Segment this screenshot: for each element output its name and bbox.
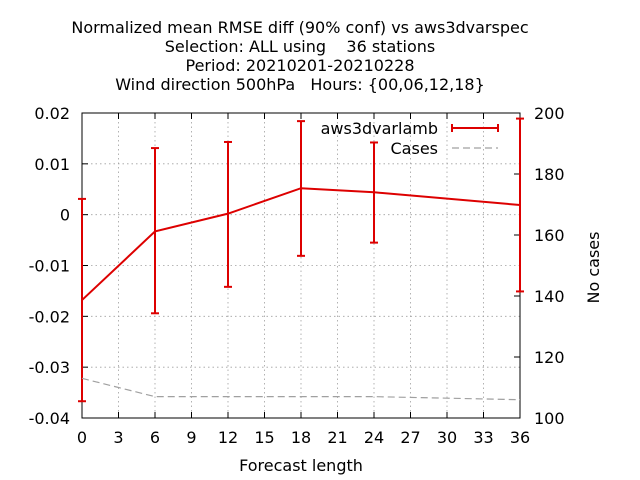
series-line-cases <box>81 377 521 401</box>
x-tick-label: 12 <box>218 428 238 447</box>
y2-tick-label: 100 <box>534 409 565 428</box>
series-line-aws3dvarlamb <box>81 187 521 301</box>
y-tick-label: -0.01 <box>29 257 70 276</box>
y2-tick-label: 200 <box>534 104 565 123</box>
y-tick-label: 0 <box>60 206 70 225</box>
y-tick-label: -0.02 <box>29 307 70 326</box>
y2-tick-label: 140 <box>534 287 565 306</box>
x-tick-label: 0 <box>77 428 87 447</box>
x-tick-label: 9 <box>186 428 196 447</box>
title-line: Period: 20210201-20210228 <box>185 56 414 75</box>
series-layer <box>78 117 524 403</box>
y2-tick-label: 120 <box>534 348 565 367</box>
legend-label: aws3dvarlamb <box>321 119 438 138</box>
y-axis: -0.04 -0.03 -0.02 -0.01 0 0.01 0.02 <box>29 104 88 428</box>
y-tick-label: -0.03 <box>29 358 70 377</box>
title-line: Selection: ALL using 36 stations <box>165 37 435 56</box>
title-line: Wind direction 500hPa Hours: {00,06,12,1… <box>115 75 485 94</box>
legend-label: Cases <box>391 139 439 158</box>
x-tick-label: 21 <box>327 428 347 447</box>
x-tick-label: 36 <box>510 428 530 447</box>
x-tick-label: 30 <box>437 428 457 447</box>
y2-tick-label: 180 <box>534 165 565 184</box>
x-axis-label: Forecast length <box>239 456 363 475</box>
x-tick-label: 24 <box>364 428 384 447</box>
title-line: Normalized mean RMSE diff (90% conf) vs … <box>71 18 528 37</box>
x-tick-label: 3 <box>113 428 123 447</box>
y-tick-label: 0.01 <box>34 155 70 174</box>
x-tick-label: 15 <box>254 428 274 447</box>
y-tick-label: 0.02 <box>34 104 70 123</box>
x-axis: 0 3 6 9 12 15 18 21 24 27 30 33 36 <box>77 113 530 447</box>
chart-title: Normalized mean RMSE diff (90% conf) vs … <box>71 18 528 94</box>
x-tick-label: 6 <box>150 428 160 447</box>
y2-axis-label: No cases <box>584 232 603 304</box>
x-tick-label: 27 <box>400 428 420 447</box>
y2-axis: 100 120 140 160 180 200 <box>514 104 565 428</box>
x-tick-label: 33 <box>473 428 493 447</box>
y2-tick-label: 160 <box>534 226 565 245</box>
x-tick-label: 18 <box>291 428 311 447</box>
y-tick-label: -0.04 <box>29 409 70 428</box>
